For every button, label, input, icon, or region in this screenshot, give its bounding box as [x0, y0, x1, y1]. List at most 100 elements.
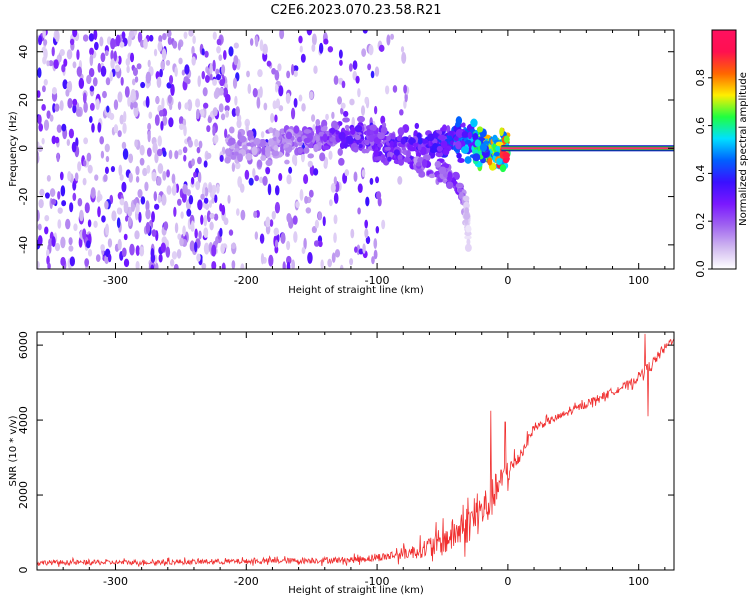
- spectrogram-noise-blob: [352, 60, 358, 70]
- spectrogram-signal-blob: [357, 115, 365, 123]
- spectrogram-noise-blob: [275, 185, 280, 196]
- spectrogram-signal-blob: [464, 156, 472, 164]
- spectrogram-signal-blob: [393, 149, 400, 156]
- spectrogram-noise-blob: [203, 215, 208, 227]
- spectrogram-noise-blob: [236, 208, 240, 216]
- spectrogram-y-tick-label: 0: [17, 145, 30, 152]
- spectrogram-noise-blob: [231, 260, 236, 269]
- spectrogram-noise-blob: [180, 211, 184, 219]
- spectrogram-noise-blob: [66, 49, 73, 60]
- spectrogram-signal-blob: [464, 243, 472, 252]
- spectrogram-noise-blob: [162, 115, 168, 126]
- spectrogram-noise-blob: [392, 85, 398, 93]
- spectrogram-noise-blob: [209, 221, 214, 231]
- spectrogram-signal-blob: [319, 152, 326, 162]
- spectrogram-signal-blob: [442, 149, 450, 155]
- spectrogram-noise-blob: [43, 119, 50, 131]
- spectrogram-noise-blob: [307, 160, 313, 168]
- spectrogram-noise-blob: [196, 253, 201, 262]
- spectrogram-noise-blob: [381, 219, 386, 230]
- spectrogram-noise-blob: [286, 261, 291, 269]
- spectrogram-signal-blob: [237, 153, 243, 162]
- spectrogram-signal-blob: [384, 146, 391, 151]
- spectrogram-noise-blob: [339, 59, 343, 66]
- spectrogram-noise-blob: [329, 199, 333, 207]
- spectrogram-noise-blob: [146, 164, 151, 174]
- spectrogram-signal-blob: [472, 153, 481, 162]
- spectrogram-noise-blob: [331, 111, 335, 120]
- spectrogram-noise-blob: [265, 216, 271, 228]
- spectrogram-y-tick-label: -20: [17, 188, 30, 206]
- spectrogram-signal-blob: [390, 133, 396, 140]
- spectrogram-noise-blob: [327, 258, 333, 268]
- spectrogram-noise-blob: [225, 93, 231, 103]
- spectrogram-signal-blob: [342, 117, 350, 123]
- spectrogram-noise-blob: [212, 126, 216, 137]
- spectrogram-y-tick-label: 40: [17, 45, 30, 59]
- spectrogram-signal-blob: [329, 137, 337, 142]
- spectrogram-noise-blob: [49, 188, 56, 197]
- spectrogram-noise-blob: [303, 237, 307, 250]
- spectrogram-noise-blob: [101, 215, 106, 223]
- spectrogram-noise-blob: [252, 87, 258, 98]
- spectrogram-noise-blob: [354, 246, 358, 253]
- spectrogram-signal-blob: [224, 156, 231, 164]
- spectrogram-noise-blob: [290, 107, 296, 120]
- spectrogram-noise-blob: [304, 195, 309, 204]
- colorbar-tick-label: 0.8: [694, 69, 707, 87]
- spectrogram-noise-blob: [110, 58, 115, 69]
- spectrogram-noise-blob: [54, 242, 61, 252]
- spectrogram-noise-blob: [69, 38, 75, 46]
- spectrogram-noise-blob: [219, 154, 224, 163]
- spectrogram-noise-blob: [171, 173, 176, 184]
- spectrogram-noise-blob: [400, 46, 405, 53]
- spectrogram-signal-blob: [476, 126, 484, 133]
- spectrogram-noise-blob: [115, 34, 121, 47]
- spectrogram-noise-blob: [135, 175, 140, 183]
- spectrogram-noise-blob: [37, 90, 41, 98]
- spectrogram-noise-blob: [188, 195, 194, 205]
- spectrogram-noise-blob: [89, 54, 94, 67]
- spectrogram-noise-blob: [373, 249, 378, 260]
- spectrogram-noise-blob: [176, 248, 182, 259]
- spectrogram-noise-blob: [192, 35, 196, 44]
- spectrogram-noise-blob: [119, 198, 125, 206]
- spectrogram-signal-blob: [346, 135, 354, 144]
- spectrogram-noise-blob: [123, 200, 129, 213]
- colorbar-tick-label: 0.6: [694, 117, 707, 135]
- spectrogram-signal-blob: [361, 148, 368, 154]
- spectrogram-noise-blob: [153, 191, 158, 202]
- spectrogram-noise-blob: [168, 149, 173, 160]
- spectrogram-noise-blob: [223, 49, 227, 60]
- spectrogram-noise-blob: [231, 162, 236, 172]
- spectrogram-noise-blob: [309, 91, 314, 100]
- spectrogram-signal-blob: [455, 128, 464, 138]
- spectrogram-noise-blob: [269, 219, 274, 227]
- spectrogram-signal-blob: [440, 127, 445, 132]
- spectrogram-noise-blob: [74, 172, 79, 182]
- spectrogram-noise-blob: [139, 246, 145, 257]
- spectrogram-noise-blob: [196, 146, 201, 154]
- spectrogram-noise-blob: [203, 197, 209, 204]
- spectrogram-signal-blob: [246, 142, 252, 147]
- spectrogram-noise-blob: [263, 102, 268, 111]
- spectrogram-noise-blob: [364, 228, 369, 239]
- spectrogram-signal-blob: [335, 130, 340, 136]
- spectrogram-noise-blob: [170, 83, 175, 96]
- spectrogram-noise-blob: [66, 81, 71, 91]
- spectrogram-noise-blob: [61, 123, 67, 132]
- spectrogram-noise-blob: [106, 105, 110, 113]
- spectrogram-noise-blob: [144, 181, 149, 192]
- spectrogram-noise-blob: [230, 242, 237, 249]
- spectrogram-signal-blob: [415, 161, 422, 167]
- spectrogram-noise-blob: [240, 209, 246, 221]
- spectrogram-signal-blob: [228, 137, 236, 146]
- spectrogram-noise-blob: [169, 103, 173, 111]
- spectrogram-noise-blob: [286, 70, 291, 79]
- spectrogram-noise-blob: [127, 96, 131, 107]
- spectrogram-noise-blob: [145, 208, 151, 220]
- spectrogram-noise-blob: [57, 219, 62, 229]
- spectrogram-noise-blob: [348, 63, 353, 72]
- spectrogram-noise-blob: [150, 264, 155, 269]
- spectrogram-noise-blob: [160, 60, 165, 70]
